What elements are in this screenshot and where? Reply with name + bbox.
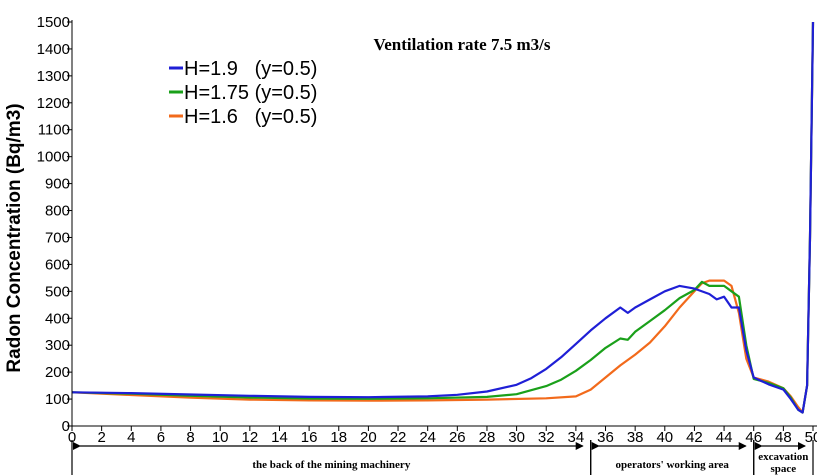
x-tick-label: 26 bbox=[449, 429, 466, 446]
chart-title: Ventilation rate 7.5 m3/s bbox=[374, 35, 551, 54]
x-tick-label: 16 bbox=[301, 429, 318, 446]
y-tick-label: 200 bbox=[45, 364, 70, 381]
y-tick-label: 900 bbox=[45, 176, 70, 193]
region-label: excavation space bbox=[758, 451, 808, 475]
x-tick-label: 48 bbox=[775, 429, 792, 446]
y-axis-label: Radon Concentration (Bq/m3) bbox=[4, 103, 25, 372]
region-label: operators' working area bbox=[615, 459, 729, 471]
x-tick-label: 36 bbox=[597, 429, 614, 446]
x-tick-label: 34 bbox=[568, 429, 585, 446]
x-axis: 0 2 4 6 8 10 12 14 16 18 20 22 24 26 28 30 32 34 36 38 40 42 4… bbox=[68, 426, 817, 446]
y-tick-label: 0 bbox=[62, 418, 70, 435]
y-tick-label: 500 bbox=[45, 283, 70, 300]
y-tick-label: 1200 bbox=[37, 95, 70, 112]
y-tick-label: 700 bbox=[45, 229, 70, 246]
x-tick-label: 38 bbox=[627, 429, 644, 446]
y-tick-label: 1500 bbox=[37, 14, 70, 31]
x-tick-label: 46 bbox=[745, 429, 762, 446]
x-tick-label: 30 bbox=[508, 429, 525, 446]
x-tick-label: 28 bbox=[479, 429, 496, 446]
x-tick-label: 10 bbox=[212, 429, 229, 446]
x-tick-label: 20 bbox=[360, 429, 377, 446]
region-annotations: the back of the mining machinery operator… bbox=[71, 440, 814, 475]
x-tick-label: 24 bbox=[419, 429, 436, 446]
y-tick-label: 300 bbox=[45, 337, 70, 354]
x-tick-label: 32 bbox=[538, 429, 555, 446]
x-tick-label: 40 bbox=[656, 429, 673, 446]
series-line bbox=[71, 21, 815, 414]
y-tick-label: 100 bbox=[45, 391, 70, 408]
y-tick-label: 1100 bbox=[38, 122, 70, 139]
y-tick-label: 1400 bbox=[37, 41, 70, 58]
x-tick-label: 18 bbox=[330, 429, 347, 446]
y-tick-label: 800 bbox=[45, 203, 70, 220]
legend-entry: H=1.6 (y=0.5) bbox=[184, 106, 317, 128]
x-tick-label: 8 bbox=[186, 429, 194, 446]
x-tick-label: 0 bbox=[68, 429, 76, 446]
region-label: the back of the mining machinery bbox=[252, 459, 410, 471]
y-tick-label: 600 bbox=[45, 256, 70, 273]
legend-entry: H=1.75 (y=0.5) bbox=[184, 82, 317, 104]
y-tick-label: 400 bbox=[45, 310, 70, 327]
x-tick-label: 44 bbox=[716, 429, 733, 446]
x-tick-label: 42 bbox=[686, 429, 703, 446]
x-tick-label: 12 bbox=[241, 429, 258, 446]
x-tick-label: 4 bbox=[127, 429, 135, 446]
y-axis: 0 100 200 300 400 500 600 700 800 900 1000 1100 1200… bbox=[37, 14, 72, 435]
y-tick-label: 1000 bbox=[37, 149, 70, 166]
x-tick-label: 14 bbox=[271, 429, 288, 446]
series-lines bbox=[71, 21, 815, 414]
x-tick-label: 6 bbox=[157, 429, 165, 446]
legend: H=1.9 (y=0.5)H=1.75 (y=0.5)H=1.6 (y=0.5) bbox=[164, 52, 332, 132]
y-tick-label: 1300 bbox=[37, 68, 70, 85]
legend-box bbox=[164, 52, 332, 132]
x-tick-label: 22 bbox=[390, 429, 407, 446]
x-tick-label: 50 bbox=[805, 429, 817, 446]
legend-entry: H=1.9 (y=0.5) bbox=[184, 58, 317, 80]
x-tick-label: 2 bbox=[97, 429, 105, 446]
